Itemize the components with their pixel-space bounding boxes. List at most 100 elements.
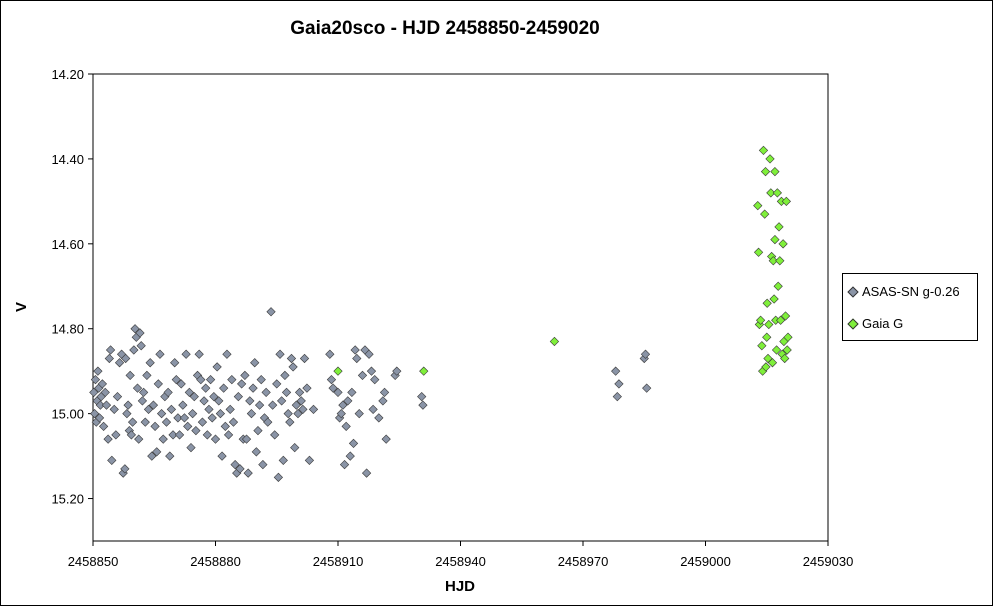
asas-sn-point	[288, 362, 298, 372]
x-tick-label: 2459000	[680, 554, 731, 569]
asas-sn-point	[328, 383, 338, 393]
asas-sn-point	[166, 404, 177, 415]
asas-sn-point	[153, 379, 163, 389]
gaia-g-point	[757, 341, 767, 351]
asas-sn-point	[97, 379, 108, 389]
asas-sn-point	[147, 451, 157, 461]
asas-sn-point	[202, 430, 212, 440]
asas-sn-point	[214, 396, 224, 406]
asas-sn-point	[212, 362, 222, 372]
asas-sn-point	[325, 349, 335, 359]
asas-sn-point	[143, 404, 154, 415]
gaia-g-point	[771, 345, 782, 355]
x-tick-label: 2458910	[313, 554, 364, 569]
asas-sn-point	[612, 392, 622, 402]
asas-sn-point	[256, 375, 266, 385]
gaia-g-point	[762, 298, 772, 308]
asas-sn-point	[268, 400, 278, 410]
asas-sn-point	[290, 442, 300, 453]
asas-sn-point	[225, 404, 235, 415]
asas-sn-point	[378, 396, 388, 406]
legend-item-gaia-g: Gaia G	[847, 316, 903, 331]
asas-sn-point	[222, 349, 232, 359]
asas-sn-point	[278, 455, 288, 465]
gaia-g-point	[758, 145, 769, 156]
asas-sn-point	[261, 387, 271, 398]
x-tick-label: 2458970	[558, 554, 609, 569]
asas-sn-point	[173, 413, 183, 423]
asas-sn-point	[123, 400, 133, 410]
gaia-g-point	[774, 222, 784, 232]
gaia-g-point	[780, 353, 790, 364]
asas-sn-point	[132, 383, 143, 393]
asas-sn-point	[109, 404, 119, 415]
asas-sn-point	[364, 349, 374, 359]
legend: ASAS-SN g-0.26 Gaia G	[842, 273, 978, 341]
asas-sn-point	[191, 425, 201, 436]
asas-sn-point	[352, 353, 362, 364]
asas-sn-point	[228, 417, 239, 427]
asas-sn-point	[302, 383, 312, 393]
y-tick-label: 14.60	[51, 237, 84, 252]
asas-sn-point	[614, 379, 624, 389]
asas-sn-point	[94, 413, 105, 423]
asas-sn-point	[357, 370, 368, 381]
asas-sn-point	[163, 387, 173, 398]
asas-sn-point	[281, 387, 292, 398]
asas-sn-point	[100, 387, 110, 398]
asas-sn-point	[112, 392, 123, 402]
data-points	[89, 145, 793, 482]
gaia-g-point	[762, 332, 772, 342]
asas-sn-point	[338, 400, 348, 410]
asas-sn-point	[227, 375, 237, 385]
asas-sn-point	[158, 434, 168, 444]
asas-sn-point	[204, 404, 214, 415]
gaia-g-point	[770, 234, 780, 245]
asas-sn-point	[418, 400, 428, 410]
gaia-g-point	[772, 188, 782, 198]
asas-sn-point	[179, 413, 190, 423]
asas-sn-point	[205, 375, 216, 385]
y-tick-label: 14.80	[51, 322, 84, 337]
asas-sn-point	[611, 366, 621, 376]
asas-sn-point	[155, 349, 165, 359]
gaia-g-point	[765, 154, 775, 164]
asas-sn-point	[642, 383, 652, 393]
asas-sn-point	[194, 349, 204, 359]
x-axis: 2458850 2458880 2458910 2458940 2458970 24590…	[68, 541, 853, 569]
asas-sn-point	[294, 387, 305, 398]
asas-sn-point	[379, 387, 390, 398]
gaia-g-point	[419, 366, 429, 376]
asas-sn-point	[125, 370, 135, 381]
asas-sn-point	[280, 370, 290, 381]
gaia-g-point	[778, 239, 788, 249]
asas-sn-point	[201, 383, 211, 393]
gaia-g-point	[753, 200, 763, 211]
gaia-g-point	[769, 294, 779, 304]
gaia-g-point	[760, 167, 771, 177]
asas-sn-point	[240, 370, 250, 381]
asas-sn-point	[233, 392, 243, 402]
asas-sn-point	[333, 387, 343, 398]
asas-sn-point	[277, 396, 287, 406]
asas-sn-point	[336, 409, 346, 419]
asas-sn-point	[237, 379, 247, 389]
gaia-g-point	[760, 209, 770, 219]
asas-sn-point	[152, 447, 162, 457]
asas-sn-point	[89, 387, 99, 398]
asas-sn-point	[341, 421, 351, 431]
plot-area	[92, 73, 829, 542]
asas-sn-point	[136, 341, 146, 351]
asas-sn-point	[326, 375, 337, 385]
asas-sn-point	[286, 353, 297, 364]
chart-title: Gaia20sco - HJD 2458850-2459020	[290, 18, 600, 39]
asas-sn-point	[347, 387, 357, 398]
x-tick-label: 2458850	[68, 554, 119, 569]
asas-sn-point	[215, 409, 226, 419]
asas-sn-point	[150, 421, 160, 431]
asas-sn-point	[250, 358, 260, 368]
asas-sn-point	[174, 430, 185, 440]
asas-sn-point	[263, 417, 273, 427]
gaia-g-point	[549, 336, 560, 347]
